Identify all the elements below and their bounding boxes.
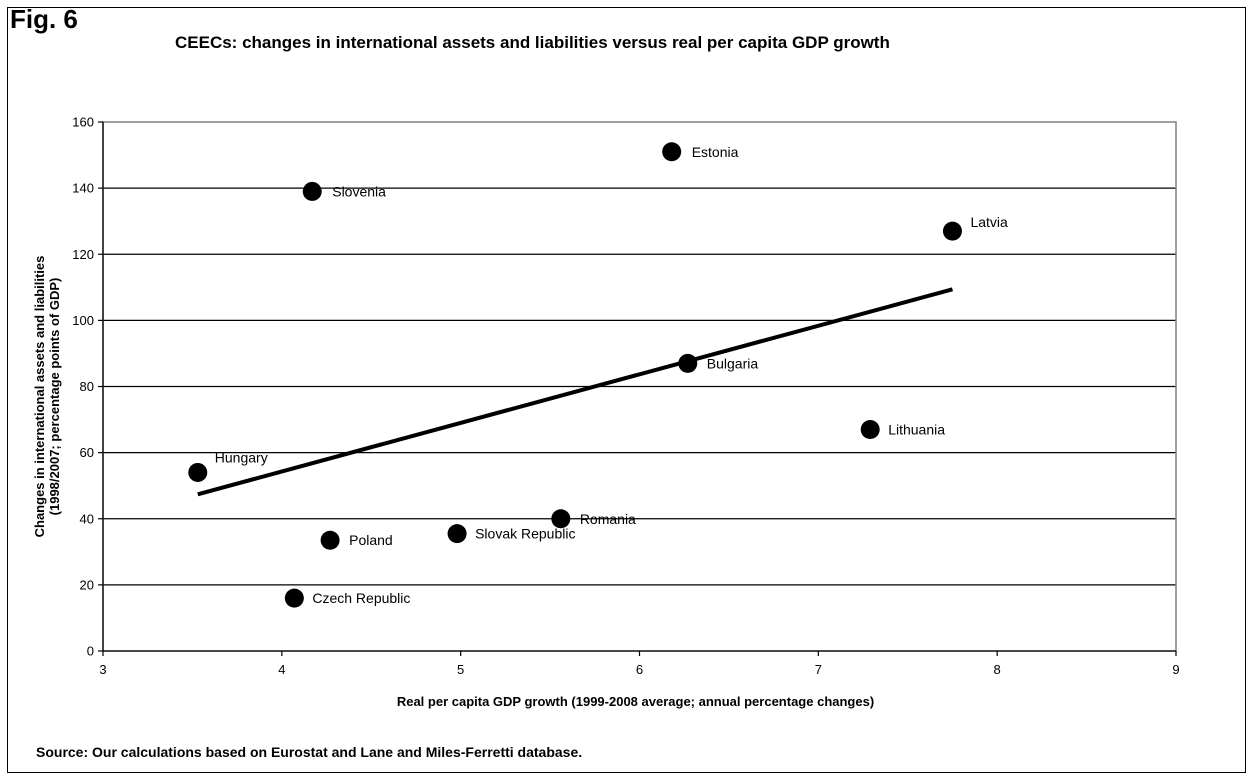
data-point-label: Lithuania [888, 421, 945, 437]
y-tick-label: 40 [80, 511, 94, 526]
y-tick-label: 60 [80, 445, 94, 460]
axes: 0 20 40 60 80 100 120 140 160 3 4 5 6 7 8 9 [72, 115, 1179, 678]
data-point-label: Poland [349, 532, 393, 548]
data-point-label: Latvia [970, 214, 1008, 230]
figure-frame [7, 7, 1246, 773]
data-point [860, 419, 880, 439]
data-point-label: Czech Republic [312, 590, 410, 606]
source-note: Source: Our calculations based on Eurost… [36, 744, 583, 760]
data-point [302, 181, 322, 201]
y-tick-label: 20 [80, 577, 94, 592]
grid-lines [103, 187, 1176, 586]
data-point-label: Slovak Republic [475, 526, 575, 542]
data-point-label: Slovenia [332, 183, 386, 199]
y-tick-label: 80 [80, 379, 94, 394]
data-points: Hungary Czech Republic Slovenia Poland Slova… [188, 142, 1008, 608]
data-point-label: Estonia [692, 144, 739, 160]
data-point-label: Hungary [215, 449, 268, 465]
data-point [551, 509, 571, 529]
y-tick-label: 0 [87, 644, 94, 659]
x-tick-label: 4 [278, 662, 285, 677]
x-tick-label: 9 [1172, 662, 1179, 677]
y-tick-label: 140 [72, 181, 94, 196]
x-axis-title: Real per capita GDP growth (1999-2008 av… [397, 694, 874, 709]
data-point [188, 462, 208, 482]
y-tick-label: 160 [72, 115, 94, 130]
y-axis-title: Changes in international assets and liab… [32, 256, 62, 538]
trendline [197, 287, 953, 497]
x-tick-label: 8 [994, 662, 1001, 677]
data-point [678, 353, 698, 373]
y-tick-label: 100 [72, 313, 94, 328]
data-point [662, 142, 682, 162]
data-point [284, 588, 304, 608]
data-point-label: Romania [580, 511, 636, 527]
x-tick-label: 6 [636, 662, 643, 677]
y-axis-title-line: Changes in international assets and liab… [32, 256, 47, 538]
trendline-group [197, 287, 953, 497]
x-tick-label: 5 [457, 662, 464, 677]
data-point [942, 221, 962, 241]
chart-title: CEECs: changes in international assets a… [175, 33, 890, 52]
x-tick-label: 3 [99, 662, 106, 677]
data-point-label: Bulgaria [707, 355, 759, 371]
y-tick-label: 120 [72, 247, 94, 262]
x-tick-label: 7 [815, 662, 822, 677]
data-point [320, 530, 340, 550]
figure-label: Fig. 6 [10, 4, 78, 34]
y-axis-title-line: (1998/2007; percentage points of GDP) [47, 278, 62, 516]
data-point [447, 524, 467, 544]
